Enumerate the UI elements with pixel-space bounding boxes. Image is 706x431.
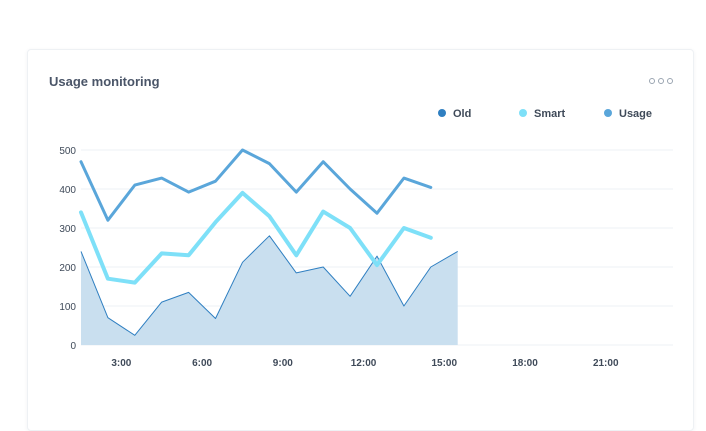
menu-dot	[649, 78, 655, 84]
y-tick-label: 400	[59, 185, 76, 196]
more-options-icon[interactable]	[649, 78, 673, 84]
legend-marker-old	[438, 109, 446, 117]
x-tick-label: 18:00	[512, 358, 538, 369]
x-tick-label: 21:00	[593, 358, 619, 369]
usage-line-chart: 0 100 200 300 400 500 3:00 6:00 9:00 12:00 15:00 18…	[59, 108, 673, 369]
legend-marker-smart	[519, 109, 527, 117]
x-tick-label: 6:00	[192, 358, 212, 369]
card-title: Usage monitoring	[49, 74, 160, 89]
y-tick-label: 200	[59, 263, 76, 274]
legend-marker-usage	[604, 109, 612, 117]
x-tick-label: 9:00	[273, 358, 293, 369]
legend-label-smart: Smart	[534, 108, 566, 120]
series-line-usage	[79, 148, 433, 222]
x-tick-label: 3:00	[111, 358, 131, 369]
menu-dot	[658, 78, 664, 84]
series-line-old	[80, 235, 458, 336]
legend-label-old: Old	[453, 108, 471, 120]
series-line-smart	[79, 190, 433, 285]
legend-label-usage: Usage	[619, 108, 652, 120]
y-tick-label: 0	[70, 341, 76, 352]
x-tick-label: 12:00	[351, 358, 377, 369]
y-tick-label: 500	[59, 146, 76, 157]
menu-dot	[667, 78, 673, 84]
series-area-old	[81, 235, 458, 345]
x-tick-label: 15:00	[431, 358, 457, 369]
y-tick-label: 300	[59, 224, 76, 235]
y-tick-label: 100	[59, 302, 76, 313]
